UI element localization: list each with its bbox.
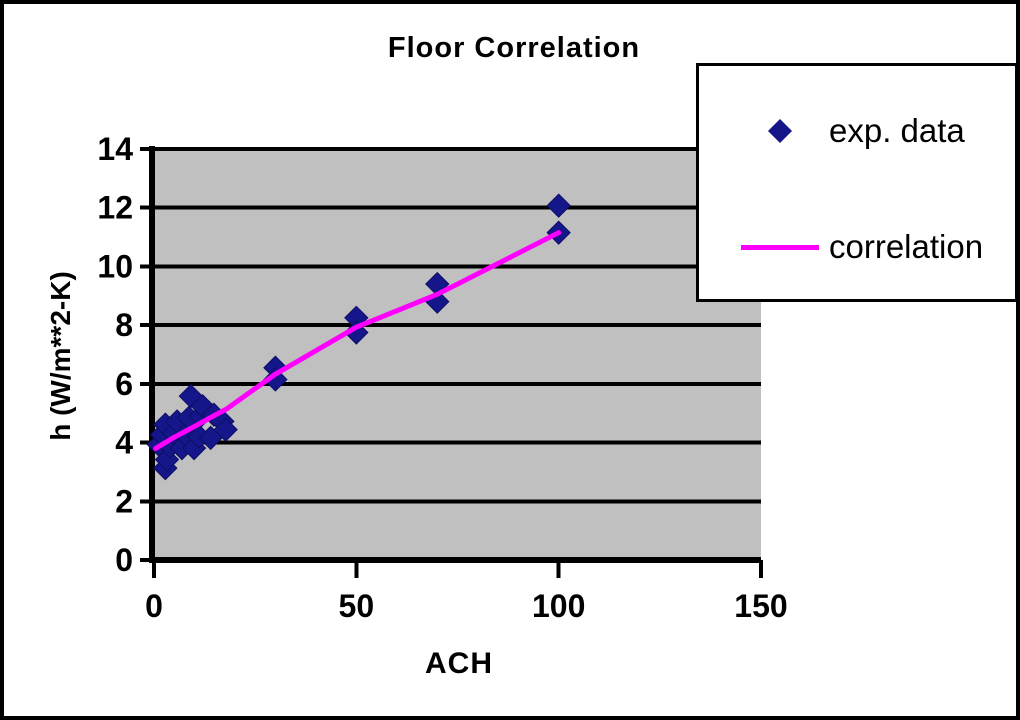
legend-item-correlation: correlation <box>699 227 1015 267</box>
y-tick-label: 12 <box>97 190 133 226</box>
y-tick-label: 4 <box>115 425 133 461</box>
data-point <box>213 417 238 442</box>
data-point <box>190 393 215 419</box>
legend-marker-box <box>741 227 819 267</box>
legend-label-correlation: correlation <box>829 228 984 265</box>
y-tick-label: 8 <box>115 307 133 343</box>
legend-marker-box <box>741 111 819 151</box>
line-marker-icon <box>741 245 819 250</box>
legend: exp. data correlation <box>696 63 1016 302</box>
x-tick-label: 50 <box>339 588 375 624</box>
x-axis-title: ACH <box>425 647 493 680</box>
legend-item-exp-data: exp. data <box>699 111 1015 151</box>
y-tick-label: 0 <box>115 542 133 578</box>
chart-title: Floor Correlation <box>387 32 641 64</box>
legend-label-exp-data: exp. data <box>829 112 965 149</box>
plot-svg: 0 2 4 6 8 10 12 14 0 50 100 150 <box>97 131 787 624</box>
diamond-marker-icon <box>767 118 793 144</box>
y-tick-label: 10 <box>97 248 133 284</box>
x-tick-label: 100 <box>532 588 585 624</box>
x-tick-label: 0 <box>145 588 163 624</box>
data-point <box>178 383 204 409</box>
data-point <box>546 193 571 218</box>
plot-area <box>154 149 761 560</box>
correlation-line <box>153 230 562 451</box>
y-tick-label: 2 <box>115 483 133 519</box>
x-tick-label: 150 <box>734 588 787 624</box>
y-tick-label: 14 <box>97 131 133 167</box>
y-tick-label: 6 <box>115 366 133 402</box>
